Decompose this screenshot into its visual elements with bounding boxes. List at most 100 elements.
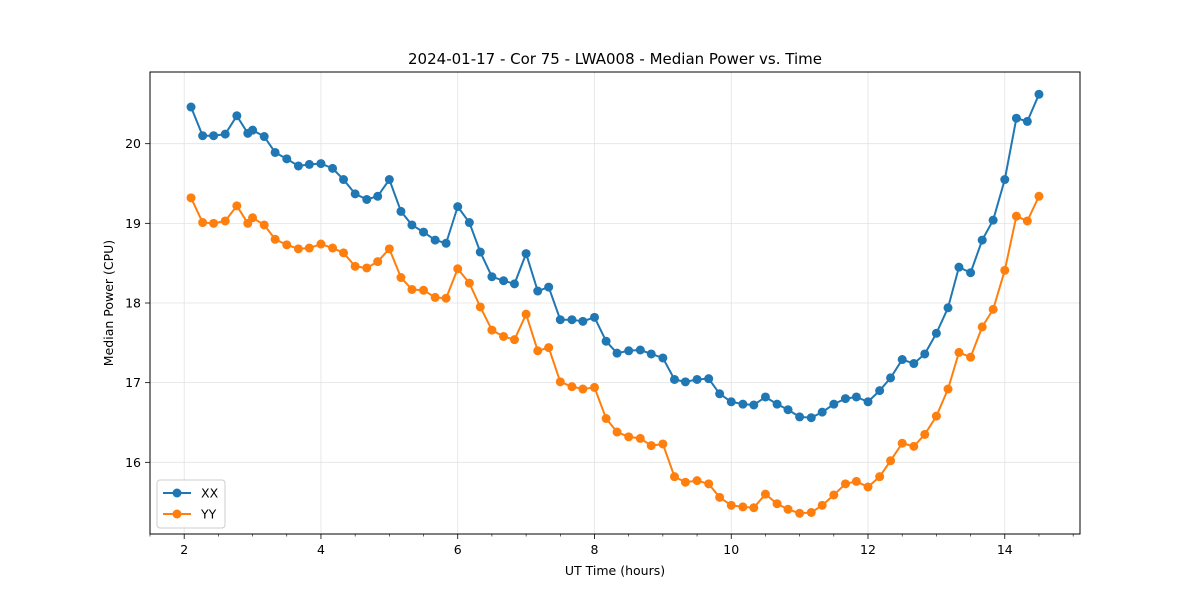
- legend: XX YY: [156, 479, 226, 529]
- data-point-yy: [851, 476, 861, 486]
- data-point-yy: [521, 309, 531, 319]
- data-point-xx: [1034, 89, 1044, 99]
- data-point-xx: [624, 346, 634, 356]
- data-point-yy: [578, 384, 588, 394]
- data-point-yy: [362, 263, 372, 273]
- data-point-xx: [316, 159, 326, 169]
- data-point-xx: [931, 328, 941, 338]
- data-point-xx: [783, 405, 793, 415]
- data-point-xx: [441, 238, 451, 248]
- data-point-yy: [909, 441, 919, 451]
- data-point-yy: [897, 438, 907, 448]
- data-point-yy: [304, 243, 314, 253]
- data-point-yy: [1022, 216, 1032, 226]
- data-point-xx: [612, 348, 622, 358]
- data-point-xx: [232, 111, 242, 121]
- data-point-yy: [259, 220, 269, 230]
- data-point-yy: [920, 429, 930, 439]
- data-point-yy: [533, 346, 543, 356]
- legend-label-yy: YY: [200, 507, 217, 522]
- data-point-yy: [419, 285, 429, 295]
- data-point-xx: [578, 316, 588, 326]
- data-point-xx: [396, 206, 406, 216]
- data-point-xx: [282, 154, 292, 164]
- x-tick-label: 2: [180, 542, 188, 557]
- data-point-xx: [373, 191, 383, 201]
- series-line-yy: [190, 195, 1040, 515]
- data-point-yy: [943, 384, 953, 394]
- data-point-xx: [384, 175, 394, 185]
- data-point-xx: [544, 282, 554, 292]
- data-point-yy: [384, 244, 394, 254]
- data-point-yy: [475, 302, 485, 312]
- data-point-yy: [817, 500, 827, 510]
- data-point-yy: [875, 472, 885, 482]
- data-point-yy: [806, 507, 816, 517]
- data-point-xx: [209, 131, 219, 141]
- data-point-xx: [248, 125, 258, 135]
- data-point-yy: [316, 239, 326, 249]
- y-tick-label: 19: [125, 216, 141, 231]
- data-point-yy: [977, 322, 987, 332]
- data-point-xx: [198, 131, 208, 141]
- data-point-xx: [966, 268, 976, 278]
- data-point-xx: [704, 374, 714, 384]
- y-tick-label: 20: [125, 136, 141, 151]
- data-point-xx: [806, 413, 816, 423]
- data-point-yy: [635, 433, 645, 443]
- data-point-yy: [373, 257, 383, 267]
- data-point-xx: [533, 286, 543, 296]
- data-point-yy: [680, 477, 690, 487]
- data-point-yy: [669, 472, 679, 482]
- data-point-xx: [988, 215, 998, 225]
- data-point-yy: [954, 347, 964, 357]
- data-point-xx: [795, 412, 805, 422]
- data-point-yy: [749, 503, 759, 513]
- data-point-xx: [886, 373, 896, 383]
- data-point-xx: [680, 377, 690, 387]
- data-point-yy: [931, 411, 941, 421]
- data-point-yy: [293, 244, 303, 254]
- data-point-xx: [909, 359, 919, 369]
- data-point-xx: [509, 279, 519, 289]
- x-tick-label: 14: [997, 542, 1013, 557]
- grid: [150, 72, 1080, 534]
- data-point-yy: [829, 490, 839, 500]
- data-point-yy: [704, 479, 714, 489]
- data-point-yy: [726, 500, 736, 510]
- data-point-yy: [282, 240, 292, 250]
- data-point-yy: [624, 432, 634, 442]
- data-point-yy: [795, 508, 805, 518]
- data-point-xx: [555, 315, 565, 325]
- data-point-yy: [886, 456, 896, 466]
- data-point-xx: [840, 394, 850, 404]
- data-point-xx: [186, 102, 196, 112]
- data-point-yy: [209, 218, 219, 228]
- data-point-yy: [232, 201, 242, 211]
- data-point-yy: [612, 427, 622, 437]
- data-point-yy: [772, 499, 782, 509]
- y-tick-label: 16: [125, 455, 141, 470]
- data-point-yy: [840, 479, 850, 489]
- x-tick-label: 4: [317, 542, 325, 557]
- data-point-xx: [328, 163, 338, 173]
- x-tick-label: 10: [723, 542, 739, 557]
- data-point-yy: [988, 304, 998, 314]
- data-point-yy: [658, 439, 668, 449]
- data-point-yy: [328, 243, 338, 253]
- data-point-xx: [339, 175, 349, 185]
- data-point-yy: [248, 213, 258, 223]
- data-point-xx: [920, 349, 930, 359]
- chart-title: 2024-01-17 - Cor 75 - LWA008 - Median Po…: [408, 50, 822, 68]
- x-tick-label: 8: [591, 542, 599, 557]
- data-point-xx: [692, 374, 702, 384]
- data-point-yy: [1011, 211, 1021, 221]
- data-point-yy: [509, 335, 519, 345]
- data-point-xx: [601, 336, 611, 346]
- axes-ticks: 2 4 6 8 10 12 14 16 17 18 19 20: [125, 136, 1074, 557]
- data-point-xx: [304, 159, 314, 169]
- data-point-yy: [738, 502, 748, 512]
- data-point-xx: [749, 400, 759, 410]
- data-point-xx: [829, 399, 839, 409]
- data-point-xx: [715, 389, 725, 399]
